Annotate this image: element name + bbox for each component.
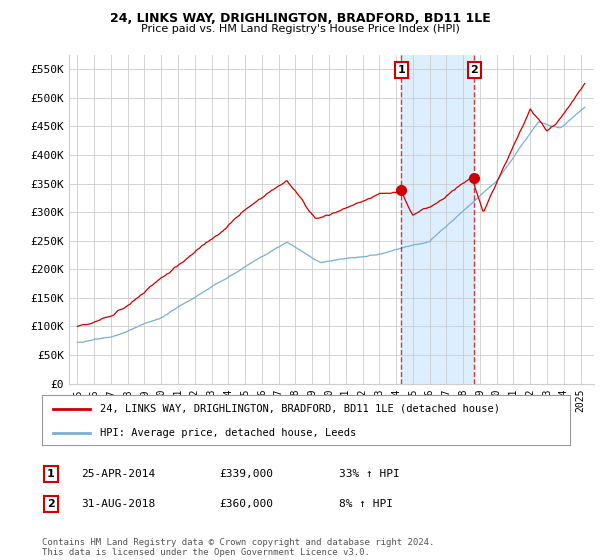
Text: 2: 2 — [47, 499, 55, 509]
Text: Contains HM Land Registry data © Crown copyright and database right 2024.
This d: Contains HM Land Registry data © Crown c… — [42, 538, 434, 557]
Text: 1: 1 — [47, 469, 55, 479]
Text: 25-APR-2014: 25-APR-2014 — [81, 469, 155, 479]
Text: 2: 2 — [470, 65, 478, 74]
Text: HPI: Average price, detached house, Leeds: HPI: Average price, detached house, Leed… — [100, 428, 356, 437]
Bar — [401, 55, 475, 384]
Text: 33% ↑ HPI: 33% ↑ HPI — [339, 469, 400, 479]
Text: 31-AUG-2018: 31-AUG-2018 — [81, 499, 155, 509]
Text: 24, LINKS WAY, DRIGHLINGTON, BRADFORD, BD11 1LE (detached house): 24, LINKS WAY, DRIGHLINGTON, BRADFORD, B… — [100, 404, 500, 414]
Text: 8% ↑ HPI: 8% ↑ HPI — [339, 499, 393, 509]
Text: £360,000: £360,000 — [219, 499, 273, 509]
Text: 1: 1 — [398, 65, 406, 74]
Text: £339,000: £339,000 — [219, 469, 273, 479]
Text: Price paid vs. HM Land Registry's House Price Index (HPI): Price paid vs. HM Land Registry's House … — [140, 24, 460, 34]
Text: 24, LINKS WAY, DRIGHLINGTON, BRADFORD, BD11 1LE: 24, LINKS WAY, DRIGHLINGTON, BRADFORD, B… — [110, 12, 490, 25]
